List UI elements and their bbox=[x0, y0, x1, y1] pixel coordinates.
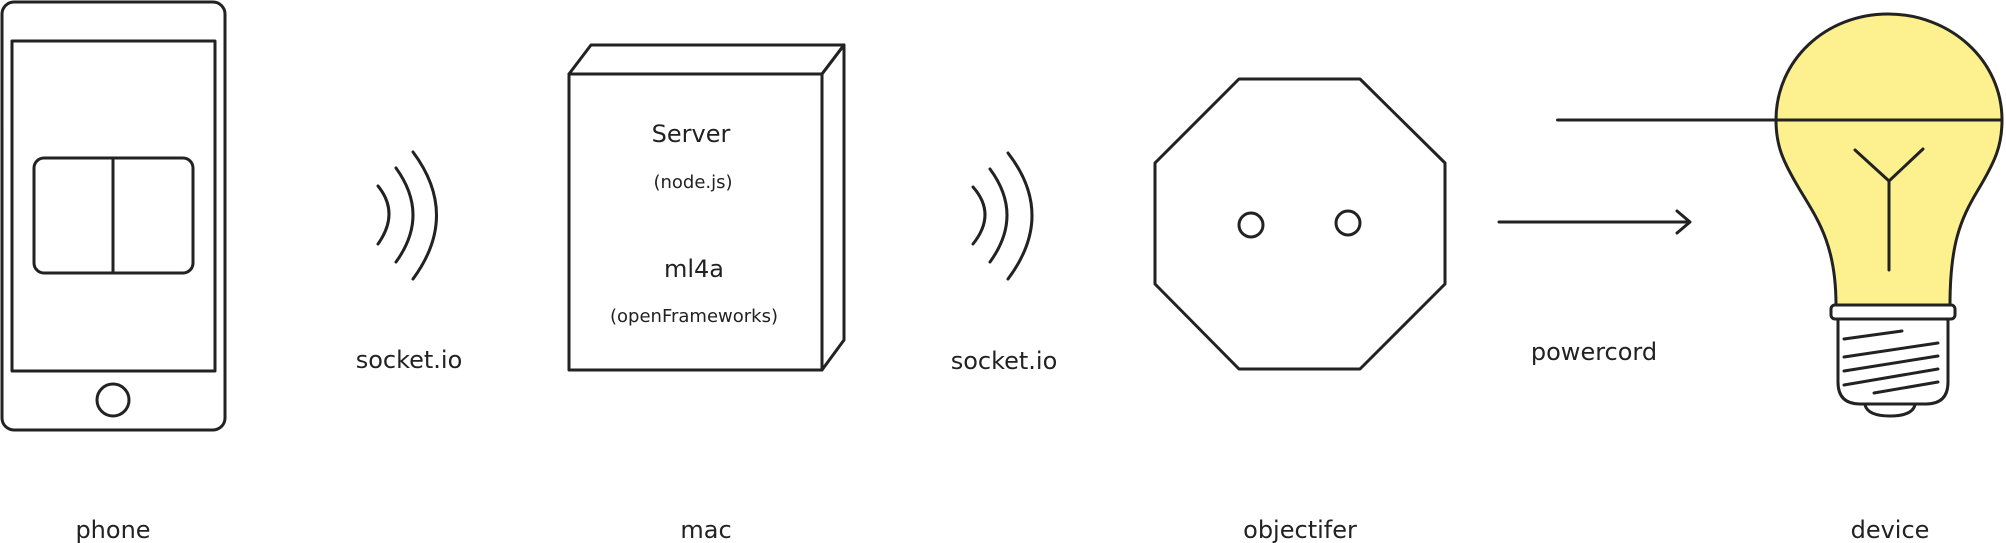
socket-io-label-1: socket.io bbox=[356, 346, 463, 374]
server-title: Server bbox=[652, 120, 731, 148]
lightbulb-icon bbox=[1556, 12, 2004, 418]
arrow-right-icon bbox=[1497, 209, 1692, 235]
objectifer-label: objectifer bbox=[1243, 516, 1357, 543]
outlet-icon bbox=[1153, 77, 1447, 371]
ml4a-title: ml4a bbox=[664, 255, 724, 283]
socket-io-label-2: socket.io bbox=[951, 347, 1058, 375]
phone-icon bbox=[0, 0, 227, 432]
server-box-icon bbox=[567, 43, 846, 372]
phone-label: phone bbox=[75, 516, 150, 543]
wifi-signal-icon bbox=[971, 151, 1034, 281]
device-label: device bbox=[1851, 516, 1930, 543]
wifi-signal-icon bbox=[376, 150, 438, 281]
server-subtitle: (node.js) bbox=[653, 172, 732, 193]
powercord-label: powercord bbox=[1531, 338, 1657, 366]
mac-label: mac bbox=[680, 516, 731, 543]
ml4a-subtitle: (openFrameworks) bbox=[610, 306, 778, 327]
